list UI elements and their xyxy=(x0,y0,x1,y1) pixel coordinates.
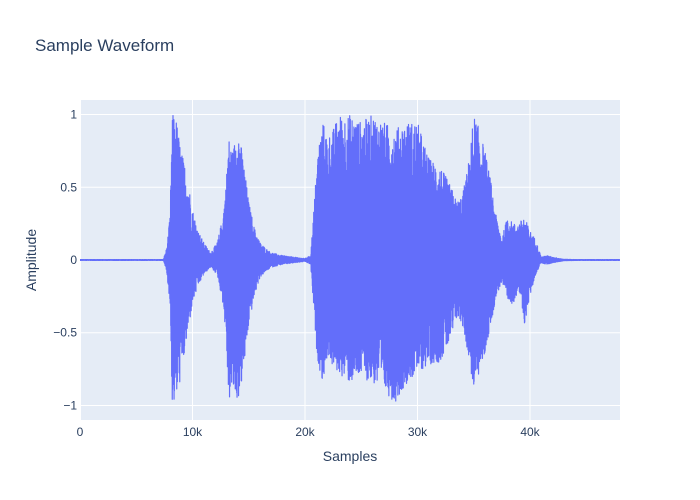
x-tick-label: 20k xyxy=(295,425,315,439)
x-tick-label: 10k xyxy=(183,425,203,439)
waveform-line xyxy=(80,115,620,402)
x-tick-label: 40k xyxy=(520,425,540,439)
y-tick-label: 1 xyxy=(70,108,77,122)
x-axis-label: Samples xyxy=(323,448,377,464)
x-tick-label: 30k xyxy=(408,425,428,439)
y-tick-label: 0 xyxy=(70,253,77,267)
y-tick-label: −1 xyxy=(63,398,77,412)
y-tick-label: −0.5 xyxy=(53,326,77,340)
y-axis-label: Amplitude xyxy=(23,229,39,291)
x-tick-label: 0 xyxy=(77,425,84,439)
y-tick-labels: −1 −0.5 0 0.5 1 xyxy=(53,108,77,413)
y-tick-label: 0.5 xyxy=(60,180,77,194)
chart-title: Sample Waveform xyxy=(35,36,174,55)
data-layer xyxy=(80,115,620,402)
x-tick-labels: 0 10k 20k 30k 40k xyxy=(77,425,541,439)
